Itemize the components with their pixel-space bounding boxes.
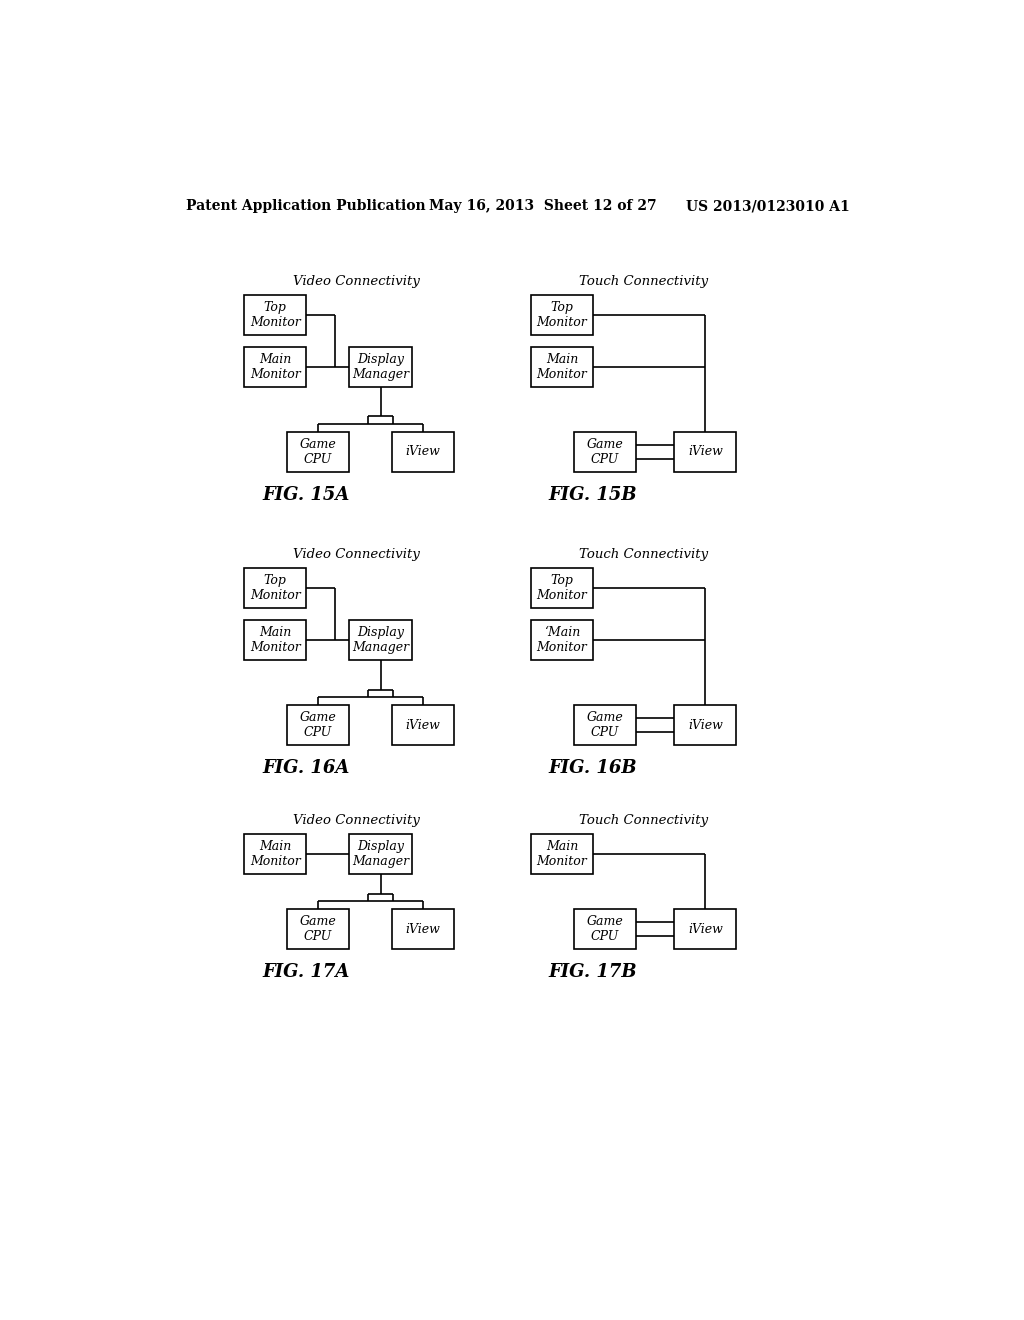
Bar <box>245 347 306 387</box>
Text: Touch Connectivity: Touch Connectivity <box>579 814 708 828</box>
Bar <box>245 294 306 335</box>
Text: Game
CPU: Game CPU <box>299 711 336 739</box>
Text: Touch Connectivity: Touch Connectivity <box>579 275 708 288</box>
Bar <box>391 705 454 744</box>
Bar <box>391 432 454 471</box>
Text: Main
Monitor: Main Monitor <box>250 840 301 867</box>
Text: FIG. 15A: FIG. 15A <box>262 486 350 504</box>
Text: Main
Monitor: Main Monitor <box>250 627 301 655</box>
Text: Top
Monitor: Top Monitor <box>250 301 301 329</box>
Text: Display
Manager: Display Manager <box>352 352 410 381</box>
Text: Touch Connectivity: Touch Connectivity <box>579 548 708 561</box>
Text: Video Connectivity: Video Connectivity <box>293 814 420 828</box>
Text: Main
Monitor: Main Monitor <box>537 840 588 867</box>
Bar <box>245 568 306 609</box>
Text: FIG. 16A: FIG. 16A <box>262 759 350 777</box>
Bar <box>531 347 593 387</box>
Bar <box>675 432 736 471</box>
Text: iView: iView <box>406 445 440 458</box>
Bar <box>573 705 636 744</box>
Text: Video Connectivity: Video Connectivity <box>293 548 420 561</box>
Bar <box>349 834 413 874</box>
Bar <box>675 705 736 744</box>
Bar <box>675 909 736 949</box>
Bar <box>531 294 593 335</box>
Text: Patent Application Publication: Patent Application Publication <box>186 199 426 213</box>
Text: Display
Manager: Display Manager <box>352 627 410 655</box>
Bar <box>287 909 349 949</box>
Text: iView: iView <box>688 923 723 936</box>
Text: FIG. 16B: FIG. 16B <box>549 759 637 777</box>
Bar <box>391 909 454 949</box>
Bar <box>245 834 306 874</box>
Bar <box>531 568 593 609</box>
Bar <box>531 834 593 874</box>
Bar <box>349 620 413 660</box>
Text: Top
Monitor: Top Monitor <box>537 301 588 329</box>
Text: Display
Manager: Display Manager <box>352 840 410 867</box>
Text: Game
CPU: Game CPU <box>587 711 623 739</box>
Text: Main
Monitor: Main Monitor <box>537 352 588 381</box>
Text: iView: iView <box>688 445 723 458</box>
Text: FIG. 17B: FIG. 17B <box>549 964 637 981</box>
Text: iView: iView <box>688 718 723 731</box>
Text: iView: iView <box>406 923 440 936</box>
Bar <box>245 620 306 660</box>
Text: iView: iView <box>406 718 440 731</box>
Text: FIG. 17A: FIG. 17A <box>262 964 350 981</box>
Bar <box>349 347 413 387</box>
Bar <box>573 432 636 471</box>
Text: Game
CPU: Game CPU <box>587 915 623 944</box>
Text: May 16, 2013  Sheet 12 of 27: May 16, 2013 Sheet 12 of 27 <box>429 199 656 213</box>
Text: Top
Monitor: Top Monitor <box>250 574 301 602</box>
Text: Top
Monitor: Top Monitor <box>537 574 588 602</box>
Text: US 2013/0123010 A1: US 2013/0123010 A1 <box>686 199 850 213</box>
Text: Game
CPU: Game CPU <box>299 915 336 944</box>
Bar <box>287 705 349 744</box>
Bar <box>573 909 636 949</box>
Bar <box>531 620 593 660</box>
Text: ‘Main
Monitor: ‘Main Monitor <box>537 627 588 655</box>
Text: Game
CPU: Game CPU <box>299 438 336 466</box>
Text: Main
Monitor: Main Monitor <box>250 352 301 381</box>
Text: Video Connectivity: Video Connectivity <box>293 275 420 288</box>
Text: FIG. 15B: FIG. 15B <box>549 486 637 504</box>
Text: Game
CPU: Game CPU <box>587 438 623 466</box>
Bar <box>287 432 349 471</box>
